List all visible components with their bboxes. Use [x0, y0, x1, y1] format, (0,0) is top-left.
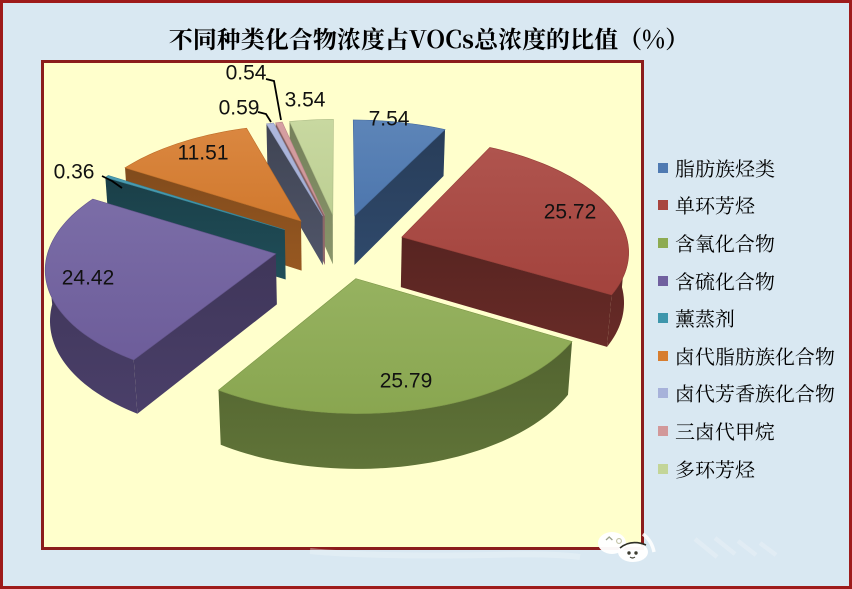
value-label: 25.72 [544, 201, 597, 224]
legend-swatch [658, 463, 668, 474]
pie-slice-1 [400, 147, 629, 347]
value-label: 7.54 [369, 108, 410, 131]
legend-item-1: 单环芳烃 [658, 187, 835, 225]
pie-slice-top [44, 198, 277, 361]
pie-slice-rim [218, 341, 573, 469]
pie-slice-top [289, 119, 334, 216]
pie-slice-top [275, 121, 326, 216]
legend-item-8: 多环芳烃 [658, 450, 835, 488]
legend-swatch [658, 237, 668, 248]
pie-slice-2 [217, 278, 573, 469]
legend-label: 三卤代甲烷 [675, 415, 775, 445]
legend-item-7: 三卤代甲烷 [658, 412, 835, 450]
legend-item-2: 含氧化合物 [658, 224, 835, 262]
legend: 脂肪族烃类单环芳烃含氧化合物含硫化合物薰蒸剂卤代脂肪族化合物 卤代芳香族化合物 三卤… [658, 149, 835, 487]
value-label: 25.79 [380, 370, 433, 393]
watermark-swoosh [641, 532, 656, 553]
pie-slice-rim [45, 253, 138, 414]
legend-swatch [658, 388, 668, 399]
watermark-blob [618, 542, 648, 562]
leader-line [265, 78, 282, 121]
value-label: 3.54 [285, 89, 326, 112]
legend-label: 单环芳烃 [675, 190, 755, 220]
pie-slice-top [104, 175, 285, 231]
pie-slice-3 [44, 198, 277, 414]
legend-swatch [658, 275, 668, 286]
legend-swatch [658, 200, 668, 211]
value-label: 0.59 [219, 97, 260, 120]
legend-swatch [658, 350, 668, 361]
pie-slice-0 [352, 119, 446, 266]
legend-item-4: 薰蒸剂 [658, 299, 835, 337]
value-label: 11.51 [178, 142, 229, 165]
leader-line [101, 175, 123, 189]
legend-label: 卤代脂肪族化合物 [675, 340, 835, 370]
chart-title: 不同种类化合物浓度占VOCs总浓度的比值（%） [168, 20, 690, 55]
legend-label: 脂肪族烃类 [675, 152, 775, 182]
legend-label: 薰蒸剂 [675, 303, 735, 333]
pie-slice-side [266, 123, 323, 266]
pie-slice-top [352, 119, 446, 217]
legend-item-6: 卤代芳香族化合物 [658, 375, 835, 413]
legend-label: 卤代芳香族化合物 [675, 378, 835, 408]
pie-slice-side [400, 237, 612, 347]
legend-swatch [658, 313, 668, 324]
watermark-doodle [598, 532, 656, 562]
watermark-streaks [309, 536, 778, 560]
leader-line [257, 111, 272, 123]
pie-slice-top [401, 147, 629, 296]
legend-swatch [658, 162, 668, 173]
value-label: 0.36 [54, 161, 95, 184]
pie-slice-rim [607, 237, 629, 347]
value-label: 24.42 [62, 267, 115, 290]
legend-label: 多环芳烃 [675, 453, 755, 483]
pie-slice-top [217, 278, 573, 414]
pie-slice-top [124, 127, 302, 222]
pie-slice-6 [265, 122, 323, 266]
legend-item-3: 含硫化合物 [658, 262, 835, 300]
legend-swatch [658, 425, 668, 436]
pie-slice-side [354, 129, 446, 266]
legend-label: 含氧化合物 [675, 227, 775, 257]
value-label: 0.54 [226, 62, 267, 85]
legend-item-0: 脂肪族烃类 [658, 149, 835, 187]
pie-slice-top [265, 122, 323, 217]
legend-item-5: 卤代脂肪族化合物 [658, 337, 835, 375]
legend-label: 含硫化合物 [675, 265, 775, 295]
pie-slice-side [133, 253, 277, 414]
